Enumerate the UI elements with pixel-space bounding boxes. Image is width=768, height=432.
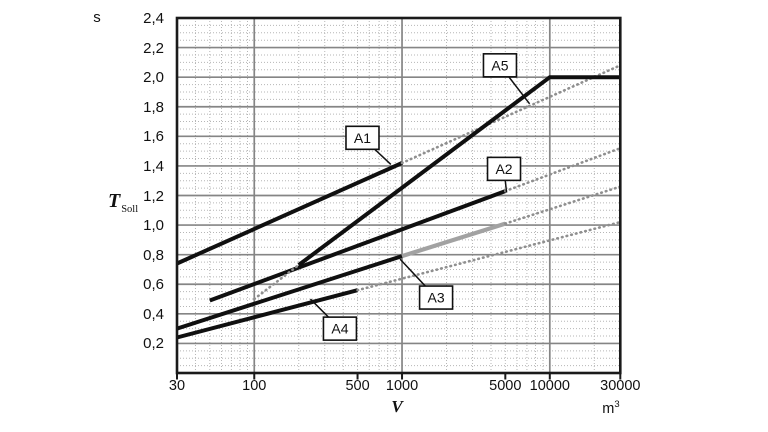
- curve-a1-extension: [400, 64, 622, 165]
- label-box-a3: [418, 285, 454, 310]
- x-axis-unit-exponent: 3: [614, 399, 620, 410]
- plot-border: [175, 16, 622, 375]
- curve-a3: [176, 254, 403, 331]
- x-tick-label: 30000: [600, 378, 641, 394]
- y-tick-label: 2,2: [143, 39, 164, 57]
- label-box-a4: [322, 316, 358, 341]
- y-axis-title: TSoll: [108, 190, 139, 215]
- y-axis-unit-label: s: [93, 9, 101, 26]
- y-tick-label: 0,6: [143, 276, 164, 294]
- curve-a4: [176, 288, 359, 340]
- y-tick-label: 2,0: [143, 69, 164, 87]
- x-tick-label: 500: [345, 378, 370, 394]
- x-tick-label: 30: [168, 378, 186, 394]
- y-tick-label: 1,2: [143, 187, 164, 205]
- y-tick-label: 0,4: [143, 305, 164, 323]
- curve-a5-extension-left: [253, 263, 301, 301]
- curve-label-a1: A1: [354, 130, 371, 146]
- x-tick-label: 1000: [385, 378, 419, 394]
- x-tick-label: 5000: [489, 378, 522, 394]
- curve-a5: [297, 75, 621, 267]
- curve-label-a4: A4: [331, 321, 348, 337]
- x-axis-unit-label: m3: [586, 399, 636, 417]
- label-box-a5: [482, 53, 518, 78]
- curve-a1: [176, 161, 403, 266]
- y-tick-label: 1,6: [143, 128, 164, 146]
- y-axis-symbol-subscript: Soll: [121, 204, 139, 215]
- label-box-a2: [486, 156, 522, 182]
- y-tick-label: 1,0: [143, 217, 164, 235]
- y-tick-label: 0,8: [143, 246, 164, 264]
- y-tick-label: 2,4: [143, 10, 164, 27]
- curve-a3-gray-segment: [401, 221, 506, 259]
- curve-label-a3: A3: [428, 290, 445, 306]
- x-tick-label: 10000: [529, 378, 570, 394]
- y-tick-label: 1,4: [143, 157, 164, 175]
- curve-a2: [209, 189, 506, 303]
- curve-a3-extension: [503, 185, 622, 225]
- curve-label-a2: A2: [495, 161, 512, 177]
- label-box-a1: [345, 125, 380, 151]
- x-axis-title: V: [391, 397, 403, 416]
- curve-a2-extension: [503, 146, 622, 193]
- curve-label-a5: A5: [491, 57, 508, 73]
- x-tick-label: 100: [242, 378, 267, 394]
- y-tick-label: 0,2: [143, 335, 164, 353]
- curve-a4-extension: [356, 220, 622, 292]
- x-axis-unit-base: m: [602, 400, 615, 417]
- y-tick-label: 1,8: [143, 98, 164, 116]
- y-axis-symbol: T: [108, 190, 121, 212]
